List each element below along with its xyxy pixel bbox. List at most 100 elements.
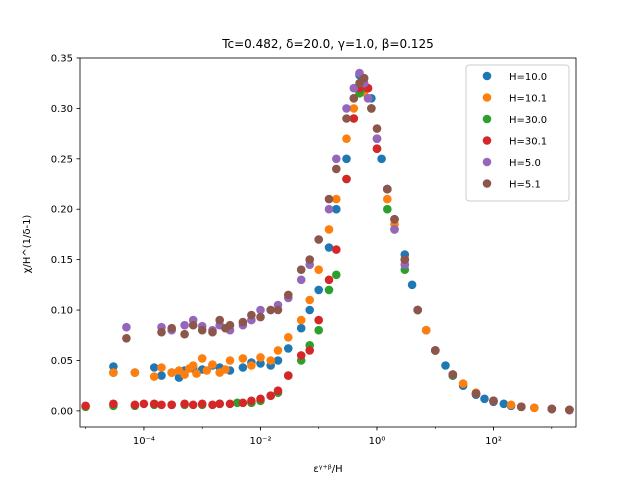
data-point xyxy=(547,404,557,414)
data-point xyxy=(305,255,315,264)
data-point xyxy=(266,391,276,401)
data-point xyxy=(157,371,166,380)
data-point xyxy=(517,402,526,412)
legend-box xyxy=(465,64,570,202)
data-point xyxy=(372,144,382,153)
data-point xyxy=(441,361,450,370)
data-point xyxy=(390,215,399,224)
data-point xyxy=(225,320,235,330)
data-point xyxy=(372,134,382,143)
data-point xyxy=(324,243,334,252)
legend-marker xyxy=(482,136,492,145)
data-point xyxy=(167,323,176,333)
data-point xyxy=(202,366,212,375)
data-point xyxy=(296,323,306,333)
data-point xyxy=(225,399,235,409)
data-point xyxy=(499,399,509,409)
data-point xyxy=(247,310,256,320)
legend-label: H=30.0 xyxy=(509,115,547,126)
legend-label: H=30.1 xyxy=(509,137,547,148)
data-point xyxy=(390,225,399,234)
data-point xyxy=(480,394,489,404)
legend-marker xyxy=(482,179,492,188)
data-point xyxy=(167,368,176,377)
data-point xyxy=(383,204,392,214)
data-point xyxy=(314,285,324,295)
data-point xyxy=(367,104,376,113)
data-point xyxy=(256,312,265,322)
data-point xyxy=(324,275,334,285)
x-axis-title: εᵞ⁺ᵝ/H xyxy=(313,464,342,475)
y-tick-label: 0.15 xyxy=(51,255,73,266)
data-point xyxy=(256,305,265,315)
data-point xyxy=(372,124,382,133)
data-point xyxy=(247,396,256,406)
data-point xyxy=(431,346,440,355)
data-point xyxy=(324,285,334,295)
data-point xyxy=(215,399,224,409)
data-point xyxy=(273,346,283,355)
data-point xyxy=(157,327,166,337)
data-point xyxy=(256,359,265,368)
data-point xyxy=(284,290,293,300)
data-point xyxy=(247,361,256,370)
y-tick-label: 0.10 xyxy=(51,306,73,317)
legend-marker xyxy=(482,93,492,102)
data-point xyxy=(238,363,248,372)
legend-marker xyxy=(482,114,492,124)
data-point xyxy=(305,305,315,315)
legend-label: H=5.0 xyxy=(509,158,541,169)
data-point xyxy=(332,154,341,164)
data-point xyxy=(471,389,481,399)
data-point xyxy=(225,356,235,365)
data-point xyxy=(363,94,373,103)
data-point xyxy=(109,399,118,409)
y-tick-label: 0.05 xyxy=(51,356,73,367)
data-point xyxy=(238,317,248,327)
data-point xyxy=(180,320,189,330)
data-point xyxy=(180,370,189,379)
data-point xyxy=(342,154,351,164)
data-point xyxy=(122,322,131,332)
legend-label: H=10.1 xyxy=(509,94,547,105)
data-point xyxy=(149,372,159,381)
data-point xyxy=(332,194,341,204)
plot-frame xyxy=(79,57,577,428)
data-point xyxy=(197,354,207,363)
data-point xyxy=(332,204,341,214)
data-point xyxy=(208,400,217,410)
data-point xyxy=(332,245,341,254)
data-point xyxy=(349,104,359,113)
data-point xyxy=(273,386,283,396)
legend-label: H=10.0 xyxy=(509,72,547,83)
legend-marker xyxy=(482,157,492,167)
data-point xyxy=(273,356,283,365)
data-point xyxy=(314,315,324,325)
data-point xyxy=(109,362,118,371)
data-point xyxy=(332,164,341,174)
data-point xyxy=(149,399,159,409)
data-point xyxy=(413,305,423,315)
data-point xyxy=(266,305,276,315)
data-point xyxy=(458,379,468,388)
data-point xyxy=(188,400,198,410)
data-point xyxy=(167,400,176,410)
data-point xyxy=(314,325,324,335)
data-point xyxy=(296,275,306,285)
data-point xyxy=(342,104,351,113)
legend-label: H=5.1 xyxy=(509,180,541,191)
data-point xyxy=(383,184,392,194)
data-point xyxy=(221,365,230,374)
y-tick-label: 0.25 xyxy=(51,154,73,165)
data-point xyxy=(180,329,189,339)
data-point xyxy=(215,315,224,325)
data-point xyxy=(296,315,306,325)
data-point xyxy=(256,394,265,404)
data-point xyxy=(192,369,201,378)
data-point xyxy=(421,325,431,335)
data-point xyxy=(157,400,166,410)
data-point xyxy=(349,83,359,93)
y-axis-title: χ/H^(1/δ-1) xyxy=(22,215,33,274)
x-tick-label: 10⁰ xyxy=(369,436,386,447)
